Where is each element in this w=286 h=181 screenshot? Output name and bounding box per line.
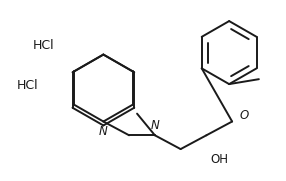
Text: HCl: HCl [17, 79, 39, 92]
Text: O: O [239, 109, 249, 122]
Text: N: N [99, 125, 108, 138]
Text: OH: OH [210, 153, 228, 166]
Text: N: N [150, 119, 159, 132]
Text: HCl: HCl [33, 39, 54, 52]
